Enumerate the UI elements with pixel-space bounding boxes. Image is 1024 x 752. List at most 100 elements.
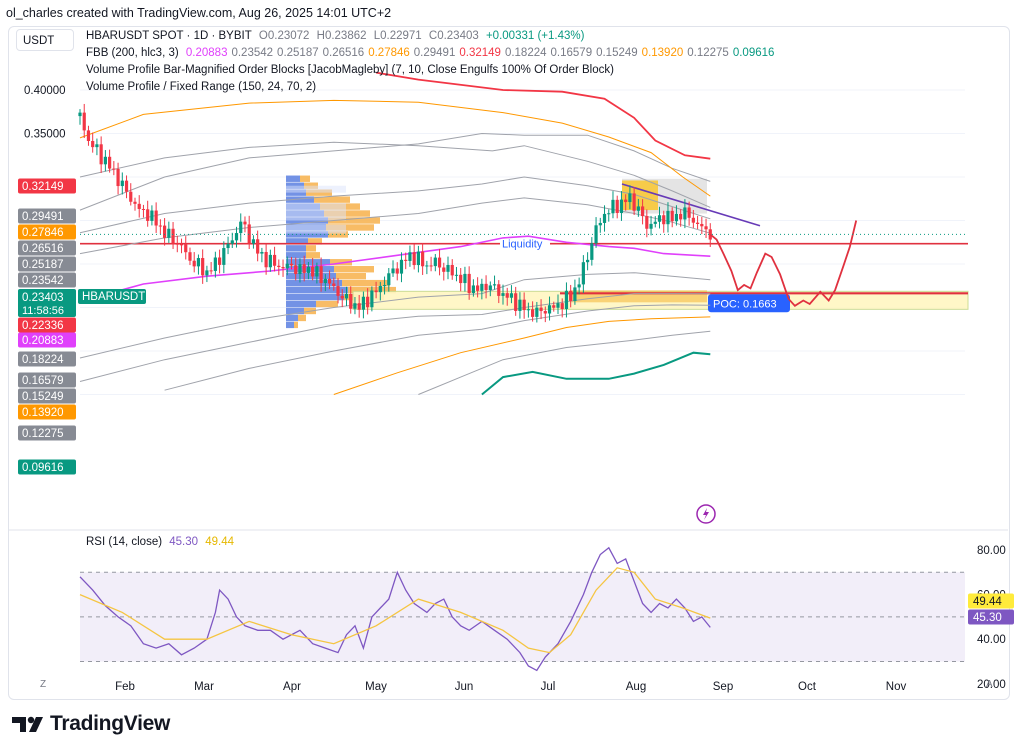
candle-body xyxy=(586,259,590,263)
volume-profile-sell xyxy=(328,231,348,238)
time-axis-tick: Jun xyxy=(455,681,474,693)
fbb-band xyxy=(79,132,711,211)
candle-body xyxy=(463,273,467,284)
candle-body xyxy=(497,284,501,296)
candle-body xyxy=(234,233,239,241)
volume-profile-sell xyxy=(316,300,338,308)
candle-body xyxy=(581,262,585,285)
volume-profile-sell xyxy=(306,252,320,259)
candle-body xyxy=(154,210,158,226)
candle-body xyxy=(382,285,387,287)
candle-body xyxy=(526,309,530,311)
rsi-tag: 49.44 xyxy=(973,596,1002,608)
footer-brand: TradingView xyxy=(50,712,171,735)
time-axis-tick: Feb xyxy=(115,681,135,693)
candle-body xyxy=(590,243,594,260)
candle-body xyxy=(82,112,86,131)
candle-body xyxy=(78,112,82,117)
candle-body xyxy=(484,283,488,291)
projection-path xyxy=(709,220,858,307)
candle-body xyxy=(260,252,264,254)
fbb-value: 0.12275 xyxy=(687,47,729,59)
candle-body xyxy=(662,215,666,225)
candle-body xyxy=(163,225,167,238)
candle-body xyxy=(91,141,95,148)
candle-body xyxy=(640,206,645,217)
candle-body xyxy=(378,285,382,293)
order-block-legend: Volume Profile Bar-Magnified Order Block… xyxy=(86,64,614,76)
candle-body xyxy=(213,257,217,271)
currency-button[interactable]: USDT xyxy=(16,29,74,51)
price-layer xyxy=(78,103,968,524)
price-tag: 0.13920 xyxy=(22,407,64,419)
trendline xyxy=(621,183,761,227)
tradingview-logo-icon xyxy=(12,716,43,732)
candle-body xyxy=(319,266,323,284)
price-tag: 0.12275 xyxy=(22,428,64,440)
chart-credit: ol_charles created with TradingView.com,… xyxy=(6,6,392,20)
price-tag: 0.26516 xyxy=(22,243,64,255)
volume-profile-sell xyxy=(300,175,310,182)
candle-body xyxy=(387,273,391,286)
candle-body xyxy=(256,239,260,254)
candle-body xyxy=(137,203,141,209)
fbb-value: 0.32149 xyxy=(459,47,501,59)
volume-profile-sell xyxy=(324,210,370,217)
time-axis-tick: Apr xyxy=(283,681,301,693)
candle-body xyxy=(243,221,247,225)
candle-body xyxy=(607,213,611,215)
volume-profile-sell xyxy=(326,224,374,231)
rsi-axis-tick: 80.00 xyxy=(977,545,1006,557)
volume-profile-buy xyxy=(286,314,298,322)
candle-body xyxy=(120,180,124,187)
candle-body xyxy=(289,263,294,266)
candle-body xyxy=(556,303,560,308)
candle-body xyxy=(704,226,708,230)
volume-profile-buy xyxy=(286,252,306,259)
volume-profile-sell xyxy=(298,314,306,322)
volume-profile-buy xyxy=(286,300,316,308)
candle-body xyxy=(298,264,302,275)
candle-body xyxy=(459,274,463,284)
price-tag: 0.09616 xyxy=(22,462,64,474)
fbb-value: 0.23542 xyxy=(231,47,274,59)
candle-body xyxy=(632,193,636,211)
price-tag: 0.27846 xyxy=(22,227,64,239)
fbb-band xyxy=(79,176,711,234)
candle-body xyxy=(272,254,277,266)
price-tag: 0.18224 xyxy=(22,354,64,366)
volume-profile-layer xyxy=(286,175,396,329)
candle-body xyxy=(281,266,285,269)
candle-body xyxy=(535,307,539,317)
candle-body xyxy=(450,264,454,276)
zoom-reset-button[interactable]: Z xyxy=(40,679,47,690)
symbol-name: HBARUSDT SPOT · 1D · BYBIT xyxy=(86,30,252,42)
candle-body xyxy=(209,270,213,272)
ohlc-high: H0.23862 xyxy=(316,30,367,42)
candle-body xyxy=(175,243,179,245)
candle-body xyxy=(391,268,395,274)
candle-body xyxy=(514,293,518,311)
candle-body xyxy=(340,295,344,299)
candle-body xyxy=(522,299,526,311)
candle-body xyxy=(311,266,315,277)
candle-body xyxy=(103,156,107,165)
candle-body xyxy=(636,206,640,211)
volume-profile-area xyxy=(286,185,346,193)
volume-profile-buy xyxy=(286,175,300,182)
candle-body xyxy=(602,213,607,223)
price-tag: 0.32149 xyxy=(22,181,64,193)
auto-scale-button[interactable]: A xyxy=(986,679,993,690)
candle-body xyxy=(188,252,192,261)
candle-body xyxy=(361,296,366,310)
axis-layer: 0.400000.350000.0500080.0060.0040.0020.0… xyxy=(18,85,1014,693)
candle-body xyxy=(323,278,327,284)
candle-body xyxy=(239,221,243,234)
candle-body xyxy=(501,293,505,296)
last-price-tag-bg xyxy=(18,289,76,317)
candle-body xyxy=(112,168,116,170)
price-tag-bg xyxy=(18,404,76,420)
price-tag-bg xyxy=(18,317,76,333)
candle-body xyxy=(543,311,547,314)
